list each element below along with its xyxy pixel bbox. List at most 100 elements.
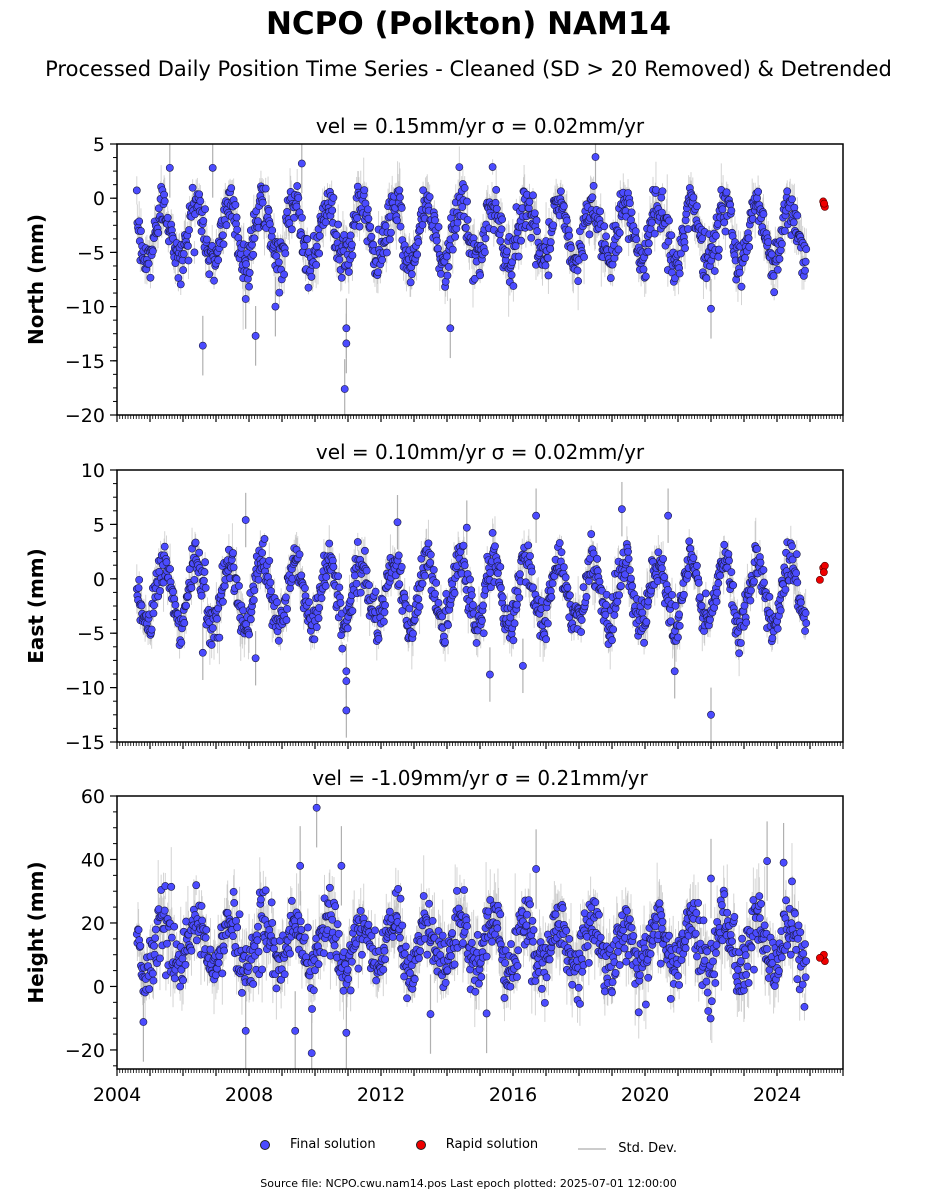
final-point [609,625,618,634]
final-point [321,582,330,590]
final-point [491,542,499,551]
final-point [480,248,489,256]
final-point [712,231,720,240]
final-point [297,159,306,168]
final-point [156,587,164,595]
final-point [796,598,805,607]
final-point [265,556,274,565]
y-tick-label: 5 [93,514,105,536]
final-point [197,227,206,236]
final-point [382,248,391,257]
final-point [135,217,144,226]
final-point [530,209,539,218]
final-point [414,238,423,247]
final-point [759,566,768,574]
final-point [720,540,729,549]
final-point [396,193,404,202]
final-point [418,579,427,588]
final-point [281,249,290,258]
final-point [729,581,738,590]
final-point [444,263,453,271]
final-point [171,601,180,609]
final-point [801,257,810,266]
final-point [235,582,243,590]
final-point [210,276,218,285]
final-point [718,205,727,214]
final-point [547,593,556,601]
final-point [360,186,369,195]
final-point [663,585,672,594]
final-point [647,218,656,227]
final-point [579,583,588,592]
final-point [764,238,773,247]
final-point [369,240,378,249]
final-point [577,628,586,636]
final-point [606,274,615,282]
final-point [632,235,641,244]
final-point [336,599,345,607]
final-point [342,677,351,685]
final-point [443,271,452,280]
final-point [596,207,605,216]
final-point [381,222,390,230]
final-point [650,229,659,238]
final-point [469,601,477,609]
final-point [770,288,779,297]
final-point [429,565,438,574]
final-point [219,240,228,249]
y-tick-label: 0 [93,188,105,210]
final-point [516,570,524,579]
final-point [696,593,704,602]
final-point [515,593,524,602]
final-point [644,597,653,606]
final-point [759,210,768,219]
final-point [654,548,663,557]
final-point [492,204,501,213]
final-point [736,639,745,647]
final-point [549,221,558,230]
final-point [565,591,574,600]
final-point [249,596,258,604]
final-point [488,529,497,537]
final-point [496,562,505,571]
final-point [239,606,248,615]
rapid-point [819,568,828,577]
final-point [742,618,751,627]
final-point [271,302,280,311]
final-point [479,629,488,638]
final-point [196,197,205,205]
final-point [406,278,415,287]
final-point [773,624,782,633]
final-point [479,601,488,610]
final-point [251,331,260,340]
final-point [546,238,555,247]
final-point [652,186,660,194]
final-point [163,213,172,222]
final-point [657,564,666,573]
final-point [463,215,472,224]
final-point [532,511,540,520]
final-point [367,232,376,241]
final-points [132,505,829,719]
final-point [587,530,596,538]
final-point [398,606,407,615]
final-point [295,550,304,559]
final-point [287,225,296,234]
y-tick-label: −5 [77,623,105,645]
final-point [789,218,798,227]
final-point [201,205,210,214]
final-point [266,578,275,587]
final-point [267,587,275,596]
final-point [541,261,550,270]
final-point [317,594,326,603]
final-point [191,538,200,547]
final-point [555,539,564,547]
final-point [437,270,445,278]
final-point [293,182,302,190]
final-point [527,233,536,242]
final-point [366,222,375,231]
final-point [492,186,501,194]
final-point [670,667,679,676]
final-point [281,593,290,602]
final-point [525,197,534,206]
